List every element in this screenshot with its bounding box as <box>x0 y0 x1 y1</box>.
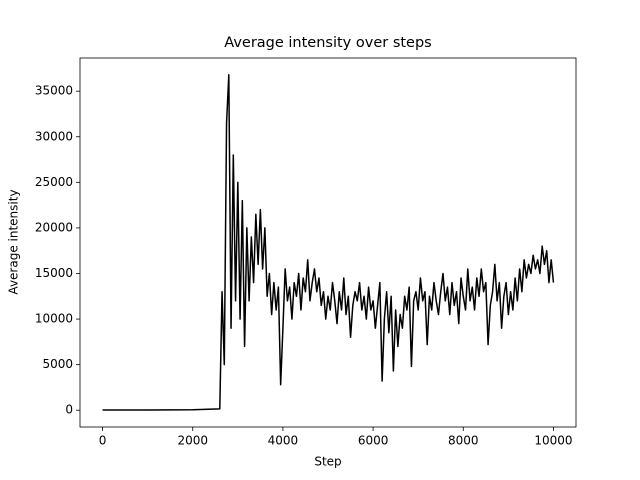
x-tick-label: 8000 <box>448 434 479 448</box>
y-tick-label: 10000 <box>35 312 73 326</box>
plot-frame <box>79 57 577 428</box>
x-tick-label: 4000 <box>268 434 299 448</box>
y-tick-label: 5000 <box>42 357 73 371</box>
y-tick-label: 25000 <box>35 175 73 189</box>
y-axis-label: Average intensity <box>7 189 21 294</box>
y-tick-label: 35000 <box>35 84 73 98</box>
x-tick-label: 6000 <box>358 434 389 448</box>
x-axis-label: Step <box>314 455 341 469</box>
x-tick-label: 10000 <box>534 434 572 448</box>
data-line <box>102 74 555 411</box>
x-tick-label: 2000 <box>177 434 208 448</box>
y-tick-label: 30000 <box>35 129 73 143</box>
x-tick-label: 0 <box>99 434 107 448</box>
y-tick-label: 15000 <box>35 266 73 280</box>
chart-title: Average intensity over steps <box>224 35 432 51</box>
y-tick-label: 20000 <box>35 220 73 234</box>
y-tick-label: 0 <box>65 403 73 417</box>
